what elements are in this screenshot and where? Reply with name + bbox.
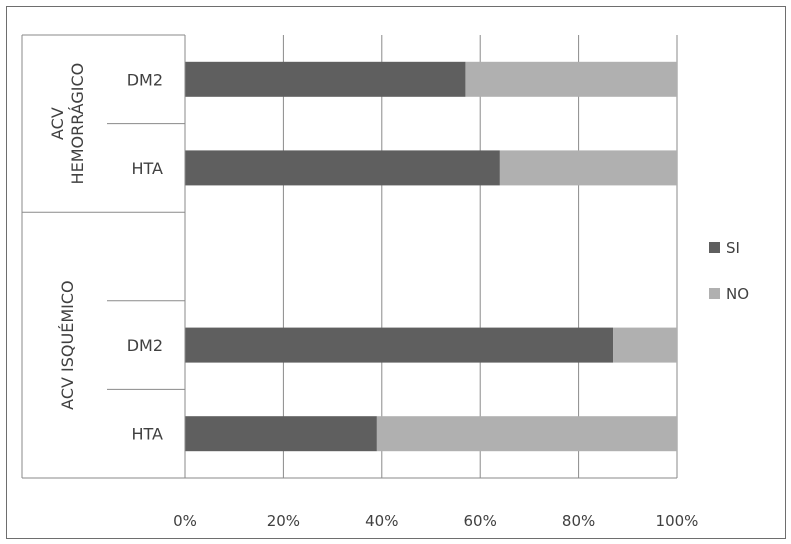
group-label: ACV: [48, 107, 67, 140]
bar-no: [376, 416, 677, 452]
category-label: HTA: [131, 159, 163, 178]
category-label: DM2: [127, 336, 163, 355]
x-tick-label: 0%: [173, 512, 197, 530]
category-label: HTA: [131, 425, 163, 444]
bar-no: [613, 327, 677, 363]
bar-si: [185, 61, 466, 97]
bar-no: [465, 61, 677, 97]
legend-label-no: NO: [726, 285, 749, 303]
bar-si: [185, 150, 500, 186]
x-tick-label: 80%: [562, 512, 595, 530]
x-tick-label: 40%: [365, 512, 398, 530]
group-label: ACV ISQUÉMICO: [58, 280, 77, 409]
bar-si: [185, 416, 377, 452]
x-tick-label: 60%: [464, 512, 497, 530]
category-label: DM2: [127, 70, 163, 89]
legend-swatch-no: [709, 288, 720, 299]
legend-swatch-si: [709, 242, 720, 253]
legend-label-si: SI: [726, 239, 740, 257]
bar-no: [499, 150, 677, 186]
x-tick-label: 100%: [656, 512, 699, 530]
x-tick-label: 20%: [267, 512, 300, 530]
group-label: HEMORRÁGICO: [68, 63, 87, 185]
bar-si: [185, 327, 614, 363]
